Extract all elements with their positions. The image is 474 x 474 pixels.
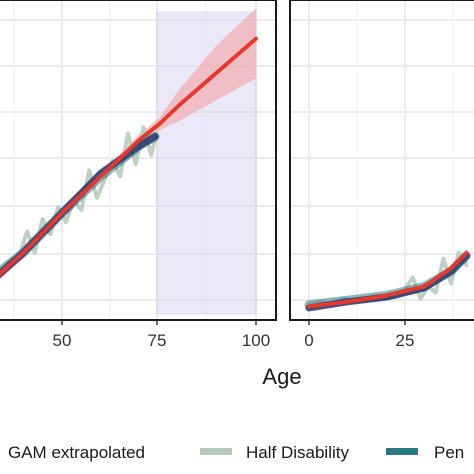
- legend: GAM extrapolated Half Disability Pen: [8, 443, 464, 462]
- x-axis-title: Age: [262, 364, 301, 389]
- right-panel: 0 25: [289, 0, 474, 350]
- x-tick-label: 100: [242, 331, 270, 350]
- panel-border: [289, 0, 474, 321]
- x-tick-label: 50: [53, 331, 72, 350]
- x-tick-label: 0: [304, 331, 313, 350]
- left-panel: 50 75 100: [0, 0, 277, 350]
- series-gam-extrapolated: [307, 250, 469, 309]
- legend-key-pen: [386, 448, 418, 455]
- series-gam-extrapolated: [0, 36, 258, 277]
- panel-border: [0, 0, 277, 321]
- legend-label-half-disability: Half Disability: [246, 443, 349, 462]
- x-tick-label: 75: [148, 331, 167, 350]
- legend-key-half-disability: [200, 448, 232, 455]
- legend-label-gam: GAM extrapolated: [8, 443, 145, 462]
- x-tick-label: 25: [396, 331, 415, 350]
- legend-label-pen: Pen: [434, 443, 464, 462]
